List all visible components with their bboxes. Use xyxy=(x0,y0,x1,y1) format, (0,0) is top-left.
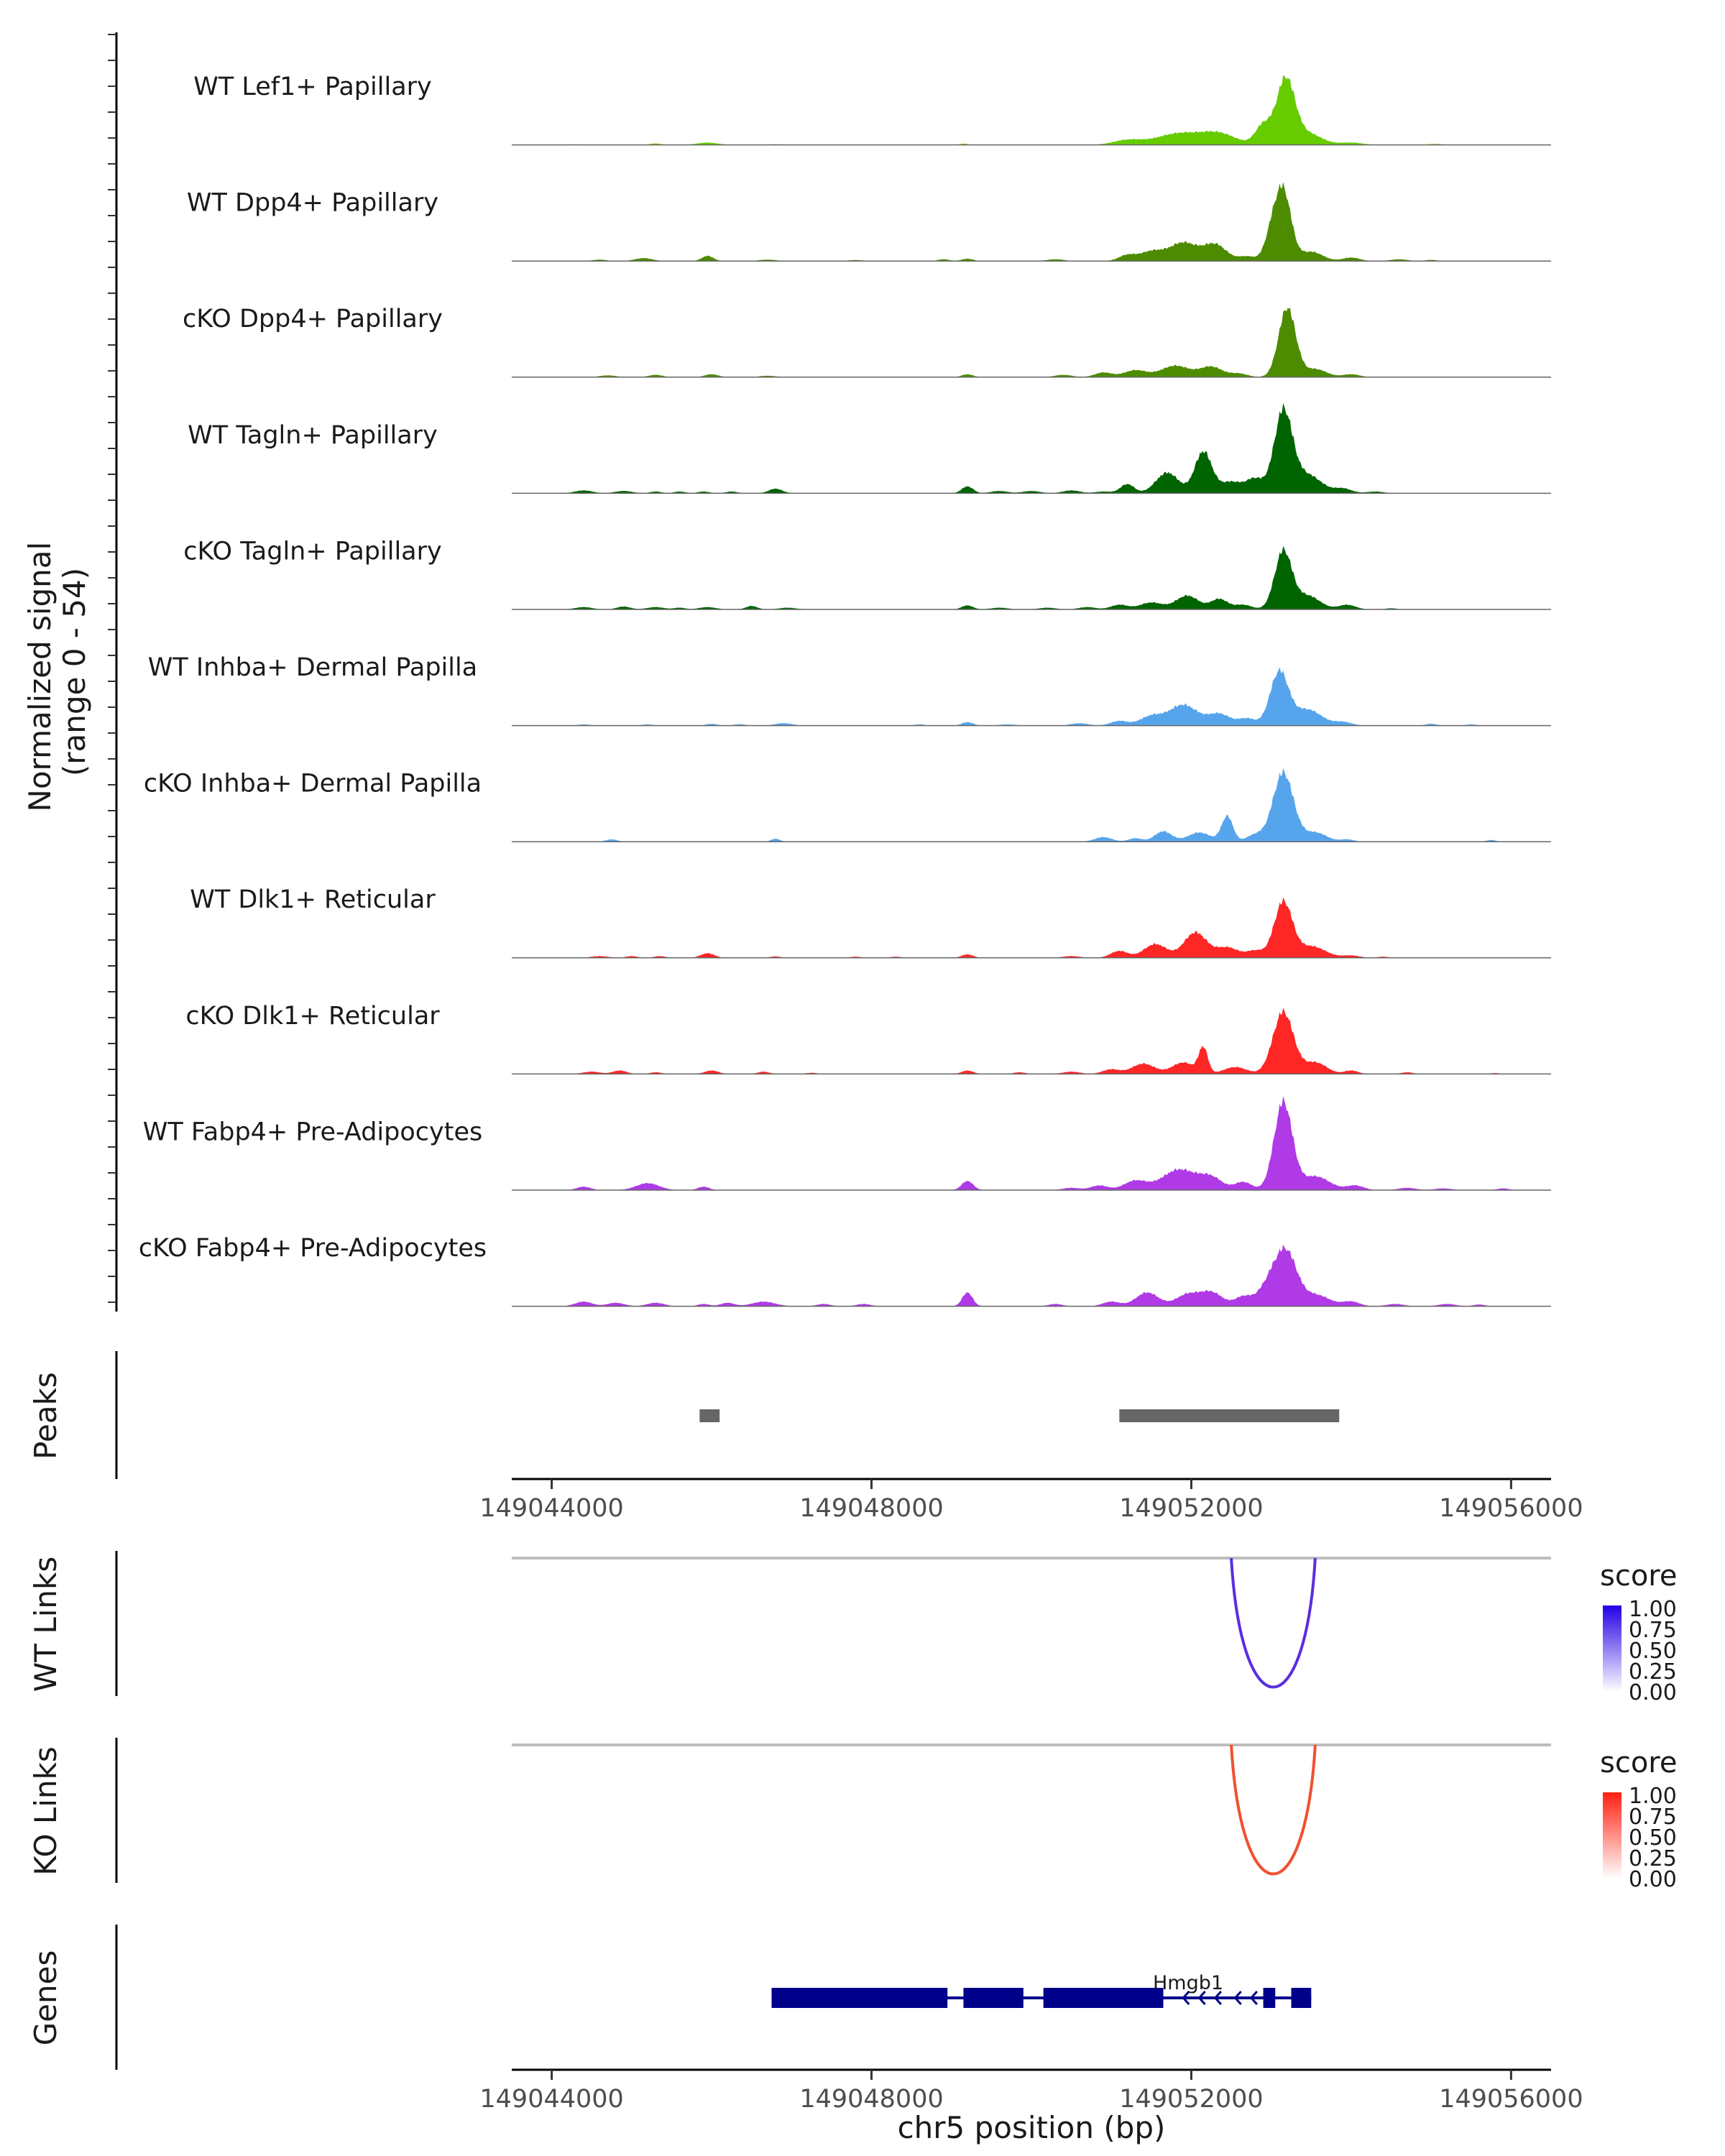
legend-tick-label: 0.25 xyxy=(1629,1846,1677,1871)
gene-exon xyxy=(1263,1988,1276,2008)
track-label: WT Fabp4+ Pre-Adipocytes xyxy=(143,1118,482,1146)
position-x-axis-2: 149044000 149048000 149052000 149056000 xyxy=(479,2070,1583,2114)
track-label: WT Inhba+ Dermal Papilla xyxy=(148,653,477,682)
ko-legend-colorbar xyxy=(1603,1792,1622,1879)
wt-link-arc xyxy=(1230,1557,1317,1689)
coverage-area xyxy=(512,1008,1551,1074)
signal-y-axis-title: Normalized signal (range 0 - 54) xyxy=(22,532,92,811)
ko-score-legend: score 1.000.750.500.250.00 xyxy=(1600,1746,1677,1892)
track-wt-inhba-dermal-papilla: WT Inhba+ Dermal Papilla xyxy=(148,653,1551,727)
coverage-area xyxy=(512,402,1551,494)
legend-tick-label: 0.75 xyxy=(1629,1805,1677,1830)
gene-exon xyxy=(963,1988,1024,2008)
track-cko-fabp4-pre-adipocytes: cKO Fabp4+ Pre-Adipocytes xyxy=(139,1234,1551,1307)
legend-tick-label: 0.50 xyxy=(1629,1825,1677,1851)
coverage-area xyxy=(512,75,1551,145)
track-label: WT Dpp4+ Papillary xyxy=(187,189,438,218)
legend-tick-label: 0.50 xyxy=(1629,1639,1677,1664)
track-label: WT Dlk1+ Reticular xyxy=(190,885,436,914)
track-wt-lef1-papillary: WT Lef1+ Papillary xyxy=(193,73,1551,146)
x-axis-tick-label: 149048000 xyxy=(799,2085,943,2114)
signal-y-axis-ticks xyxy=(108,34,116,1303)
legend-tick-label: 0.00 xyxy=(1629,1867,1677,1892)
track-cko-dlk1-reticular: cKO Dlk1+ Reticular xyxy=(185,1002,1551,1075)
genes-track-label: Genes xyxy=(28,1950,63,2046)
coverage-tracks: WT Lef1+ Papillary WT Dpp4+ Papillary cKO … xyxy=(139,73,1551,1307)
track-label: cKO Dlk1+ Reticular xyxy=(185,1002,440,1031)
position-x-axis-1: 149044000 149048000 149052000 149056000 xyxy=(479,1479,1583,1523)
ko-links-track-label: KO Links xyxy=(28,1746,63,1876)
peak-regions xyxy=(699,1409,1340,1422)
x-axis-tick-label: 149056000 xyxy=(1439,1494,1583,1523)
coverage-area xyxy=(512,1096,1551,1190)
coverage-area xyxy=(512,1244,1551,1307)
x-axis-title: chr5 position (bp) xyxy=(898,2110,1166,2145)
x-axis-tick-label: 149044000 xyxy=(479,1494,623,1523)
legend-tick-label: 1.00 xyxy=(1629,1784,1677,1809)
peak-region xyxy=(699,1409,720,1422)
gene-exon xyxy=(771,1988,948,2008)
strand-arrow xyxy=(1233,1991,1242,2005)
coverage-area xyxy=(512,307,1551,377)
gene-model-hmgb1 xyxy=(771,1988,1312,2008)
x-axis-tick-label: 149056000 xyxy=(1439,2085,1583,2114)
track-label: cKO Tagln+ Papillary xyxy=(183,537,442,566)
track-label: cKO Inhba+ Dermal Papilla xyxy=(144,770,482,798)
wt-links-track-label: WT Links xyxy=(28,1557,63,1692)
coverage-area xyxy=(512,768,1551,842)
ko-legend-ticks: 1.000.750.500.250.00 xyxy=(1629,1784,1677,1892)
strand-arrow xyxy=(1249,1991,1259,2005)
strand-arrow xyxy=(1213,1991,1222,2005)
x-axis-tick-label: 149052000 xyxy=(1119,1494,1263,1523)
coverage-area xyxy=(512,897,1551,958)
peaks-track-label: Peaks xyxy=(28,1372,63,1460)
signal-y-label-line1: Normalized signal xyxy=(22,542,58,812)
legend-tick-label: 0.00 xyxy=(1629,1680,1677,1705)
track-cko-tagln-papillary: cKO Tagln+ Papillary xyxy=(183,537,1551,610)
gene-exon xyxy=(1291,1988,1312,2008)
gene-name-label: Hmgb1 xyxy=(1153,1972,1223,1994)
legend-tick-label: 0.25 xyxy=(1629,1659,1677,1685)
coverage-area xyxy=(512,182,1551,262)
x-axis-tick-label: 149052000 xyxy=(1119,2085,1263,2114)
x-axis-tick-label: 149044000 xyxy=(479,2085,623,2114)
strand-arrow xyxy=(1197,1991,1206,2005)
track-cko-inhba-dermal-papilla: cKO Inhba+ Dermal Papilla xyxy=(144,768,1551,842)
ko-legend-title: score xyxy=(1600,1746,1677,1779)
x-axis-tick-label: 149048000 xyxy=(799,1494,943,1523)
track-wt-tagln-papillary: WT Tagln+ Papillary xyxy=(188,402,1551,494)
track-label: cKO Fabp4+ Pre-Adipocytes xyxy=(139,1234,487,1263)
wt-legend-colorbar xyxy=(1603,1606,1622,1692)
legend-tick-label: 1.00 xyxy=(1629,1597,1677,1622)
coverage-area xyxy=(512,667,1551,726)
track-wt-dpp4-papillary: WT Dpp4+ Papillary xyxy=(187,182,1551,262)
wt-legend-title: score xyxy=(1600,1560,1677,1593)
track-cko-dpp4-papillary: cKO Dpp4+ Papillary xyxy=(183,305,1551,378)
wt-score-legend: score 1.000.750.500.250.00 xyxy=(1600,1560,1677,1705)
track-wt-dlk1-reticular: WT Dlk1+ Reticular xyxy=(190,885,1551,959)
track-label: WT Lef1+ Papillary xyxy=(193,73,432,101)
peak-region xyxy=(1119,1409,1340,1422)
track-label: cKO Dpp4+ Papillary xyxy=(183,305,443,333)
gene-exon xyxy=(1043,1988,1164,2008)
wt-legend-ticks: 1.000.750.500.250.00 xyxy=(1629,1597,1677,1705)
coverage-area xyxy=(512,545,1551,609)
track-label: WT Tagln+ Papillary xyxy=(188,421,438,450)
legend-tick-label: 0.75 xyxy=(1629,1618,1677,1643)
strand-arrow xyxy=(1182,1991,1190,2005)
track-wt-fabp4-pre-adipocytes: WT Fabp4+ Pre-Adipocytes xyxy=(143,1096,1551,1191)
ko-link-arc xyxy=(1230,1744,1317,1876)
signal-y-label-line2: (range 0 - 54) xyxy=(57,568,92,776)
